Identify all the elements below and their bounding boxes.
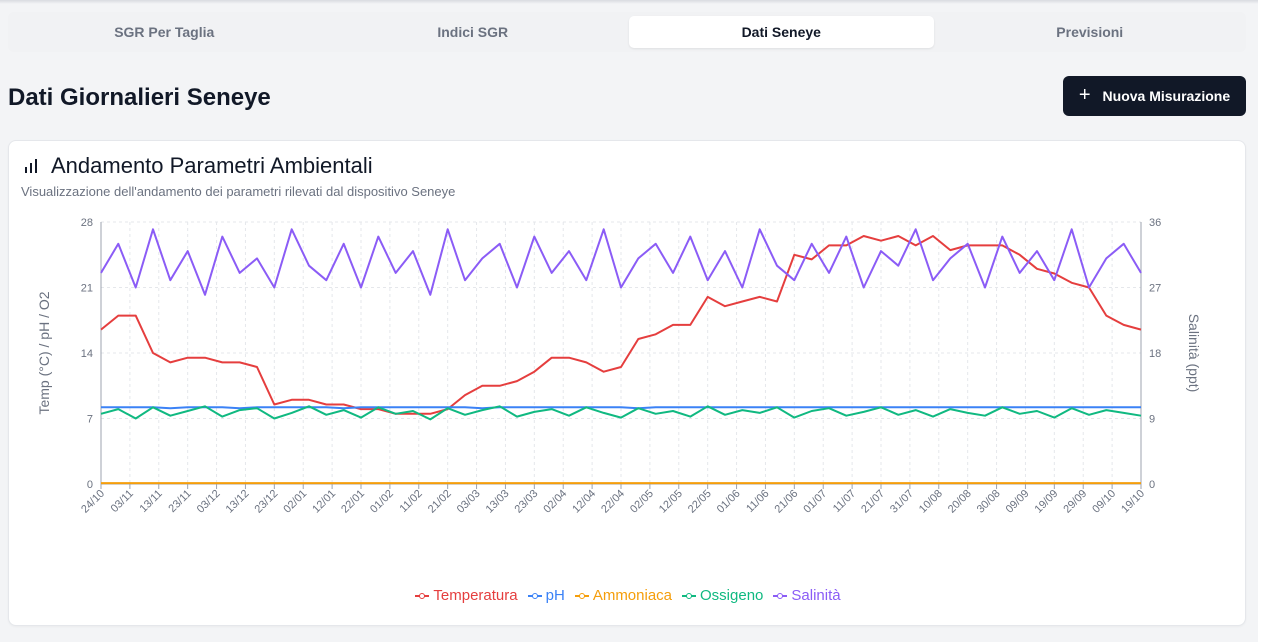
y-tick-right: 27 bbox=[1149, 283, 1161, 295]
legend-item[interactable]: Temperatura bbox=[415, 587, 518, 604]
chart-legend: Temperatura pH Ammoniaca Ossigeno Salinità bbox=[9, 587, 1247, 604]
x-tick-label: 11/06 bbox=[744, 488, 771, 515]
legend-label: Ossigeno bbox=[700, 587, 764, 604]
x-tick-label: 11/02 bbox=[398, 488, 425, 515]
x-tick-label: 03/12 bbox=[195, 488, 223, 516]
x-tick-label: 13/03 bbox=[484, 488, 512, 516]
x-tick-label: 20/08 bbox=[946, 488, 974, 516]
x-tick-label: 02/05 bbox=[628, 488, 656, 516]
plus-icon: + bbox=[1078, 84, 1091, 106]
legend-label: Temperatura bbox=[433, 587, 518, 604]
tab-sgr-per-taglia[interactable]: SGR Per Taglia bbox=[114, 24, 215, 40]
y-tick-right: 36 bbox=[1149, 217, 1161, 229]
x-tick-label: 19/09 bbox=[1033, 488, 1061, 516]
legend-item[interactable]: Ammoniaca bbox=[574, 587, 673, 604]
y-tick-right: 9 bbox=[1149, 414, 1155, 426]
x-tick-label: 22/05 bbox=[686, 488, 714, 516]
y-tick-left: 7 bbox=[87, 414, 93, 426]
chart-card: Andamento Parametri Ambientali Visualizz… bbox=[8, 140, 1246, 626]
y-axis-label-left: Temp (°C) / pH / O2 bbox=[36, 291, 52, 414]
x-tick-label: 09/10 bbox=[1090, 488, 1118, 516]
x-tick-label: 23/12 bbox=[253, 488, 281, 516]
new-measurement-button[interactable]: + Nuova Misurazione bbox=[1063, 76, 1246, 116]
x-tick-label: 30/08 bbox=[975, 488, 1003, 516]
x-tick-label: 21/02 bbox=[426, 488, 454, 516]
x-tick-label: 31/07 bbox=[888, 488, 916, 516]
x-tick-label: 01/07 bbox=[801, 488, 829, 516]
y-tick-right: 0 bbox=[1149, 479, 1155, 491]
x-tick-label: 02/04 bbox=[541, 488, 569, 516]
x-tick-label: 02/01 bbox=[281, 488, 309, 516]
legend-swatch-icon bbox=[527, 591, 542, 601]
y-axis-label-right: Salinità (ppt) bbox=[1186, 314, 1202, 393]
legend-label: pH bbox=[545, 587, 565, 604]
card-title-text: Andamento Parametri Ambientali bbox=[51, 153, 373, 178]
x-tick-label: 22/04 bbox=[599, 488, 627, 516]
y-tick-left: 28 bbox=[81, 217, 93, 229]
x-tick-label: 23/03 bbox=[513, 488, 541, 516]
page-title: Dati Giornalieri Seneye bbox=[8, 84, 271, 111]
y-tick-right: 18 bbox=[1149, 348, 1161, 360]
parameters-line-chart: 0 0 7 9 14 18 21 27 28 36 24/10 03/11 13/11 23/11 03/1… bbox=[36, 217, 1202, 516]
x-tick-label: 03/11 bbox=[109, 488, 136, 515]
y-tick-left: 21 bbox=[81, 283, 93, 295]
x-tick-label: 03/03 bbox=[455, 488, 483, 516]
x-tick-label: 01/06 bbox=[715, 488, 743, 516]
legend-swatch-icon bbox=[574, 591, 589, 601]
legend-label: Salinità bbox=[791, 587, 841, 604]
x-tick-label: 13/11 bbox=[138, 488, 165, 515]
x-tick-label: 21/06 bbox=[773, 488, 801, 516]
x-tick-label: 22/01 bbox=[339, 488, 367, 516]
x-tick-label: 09/09 bbox=[1004, 488, 1032, 516]
x-tick-label: 29/09 bbox=[1061, 488, 1089, 516]
legend-item[interactable]: Ossigeno bbox=[682, 587, 763, 604]
card-title: Andamento Parametri Ambientali bbox=[23, 153, 373, 179]
x-tick-label: 19/10 bbox=[1119, 488, 1147, 516]
legend-swatch-icon bbox=[773, 591, 788, 601]
x-tick-label: 12/05 bbox=[657, 488, 685, 516]
x-tick-label: 23/11 bbox=[166, 488, 193, 515]
tab-indici-sgr[interactable]: Indici SGR bbox=[437, 24, 509, 40]
x-tick-label: 12/01 bbox=[310, 488, 338, 516]
legend-item[interactable]: pH bbox=[527, 587, 565, 604]
x-tick-label: 21/07 bbox=[859, 488, 887, 516]
tab-dati-seneye[interactable]: Dati Seneye bbox=[629, 16, 934, 48]
x-tick-label: 10/08 bbox=[917, 488, 945, 516]
top-shadow bbox=[0, 0, 1258, 4]
x-tick-label: 01/02 bbox=[368, 488, 396, 516]
x-tick-label: 24/10 bbox=[79, 488, 107, 516]
new-measurement-label: Nuova Misurazione bbox=[1102, 88, 1231, 104]
series-line-ossigeno bbox=[100, 405, 1142, 421]
tab-bar: SGR Per Taglia Indici SGR Dati Seneye Pr… bbox=[8, 12, 1246, 52]
x-tick-label: 12/04 bbox=[570, 488, 598, 516]
tab-previsioni[interactable]: Previsioni bbox=[1056, 24, 1124, 40]
series-line-salinità bbox=[100, 228, 1142, 296]
legend-item[interactable]: Salinità bbox=[773, 587, 841, 604]
legend-swatch-icon bbox=[415, 591, 430, 601]
series-line-ph bbox=[101, 406, 1141, 410]
x-tick-label: 11/07 bbox=[831, 488, 858, 515]
y-tick-left: 0 bbox=[87, 479, 93, 491]
bar-chart-icon bbox=[25, 159, 37, 173]
legend-swatch-icon bbox=[682, 591, 697, 601]
window-edge bbox=[1258, 0, 1268, 642]
legend-label: Ammoniaca bbox=[592, 587, 673, 604]
y-tick-left: 14 bbox=[81, 348, 93, 360]
card-subtitle: Visualizzazione dell'andamento dei param… bbox=[21, 184, 456, 199]
x-tick-label: 13/12 bbox=[224, 488, 252, 516]
